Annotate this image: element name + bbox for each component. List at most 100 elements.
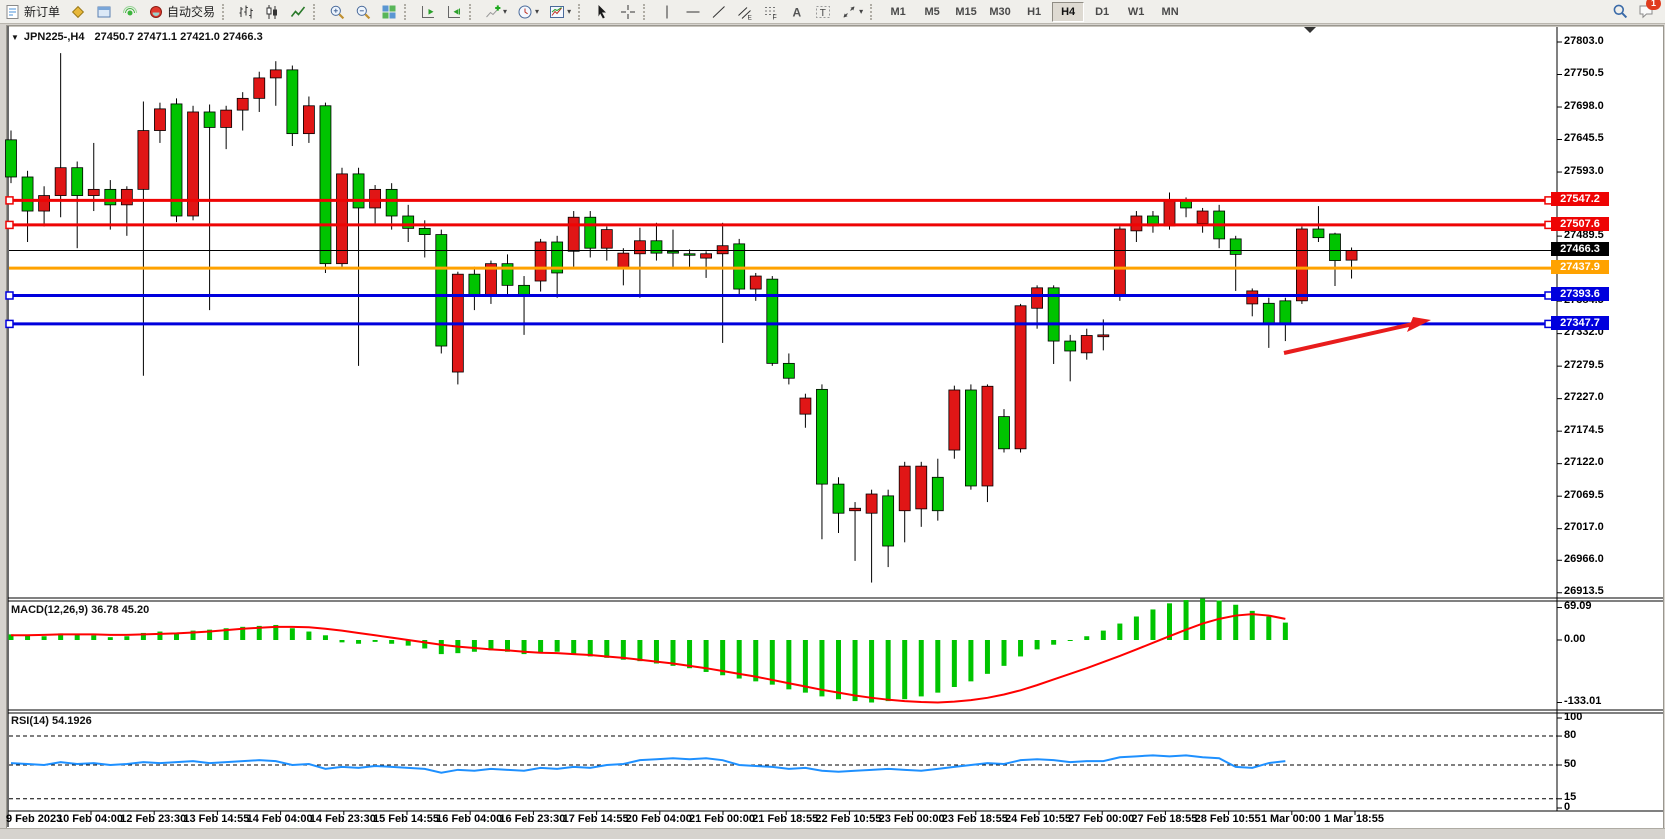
line-chart-button[interactable]	[286, 1, 310, 23]
timeframe-button-m1[interactable]: M1	[890, 5, 906, 18]
autotrading-button[interactable]: 自动交易	[144, 1, 219, 23]
candle-body	[634, 240, 646, 255]
candle-body	[269, 69, 282, 79]
macd-histogram-bar	[1167, 603, 1172, 640]
timeframe-button-h1[interactable]: H1	[1027, 5, 1042, 18]
level-endpoint	[5, 196, 14, 205]
macd-histogram-bar	[41, 636, 47, 640]
toolbar-separator	[222, 3, 231, 20]
macd-histogram-bar	[1266, 616, 1272, 640]
toolbar-group-draw: E F A T ▾	[654, 1, 868, 23]
macd-histogram-bar	[769, 640, 775, 685]
candle-body	[54, 167, 67, 196]
macd-histogram-bar	[339, 640, 345, 643]
horizontal-line-icon	[686, 11, 700, 12]
macd-histogram-bar	[604, 640, 610, 658]
text-label-button[interactable]: T	[811, 1, 835, 23]
level-endpoint	[1544, 196, 1553, 205]
candle-body	[220, 109, 233, 128]
macd-histogram-bar	[836, 640, 841, 700]
search-button[interactable]	[1608, 0, 1632, 22]
fibonacci-button[interactable]: F	[759, 1, 783, 23]
timeframe-button-mn[interactable]: MN	[1161, 5, 1179, 18]
candle-body	[600, 229, 613, 249]
zoom-in-button[interactable]	[325, 1, 349, 23]
candle-body	[1196, 210, 1209, 224]
chevron-down-icon[interactable]: ▾	[859, 7, 864, 16]
trendline-button[interactable]	[707, 1, 731, 23]
symbol-menu-icon[interactable]: ▼	[11, 32, 19, 42]
toolbar-separator	[404, 3, 413, 20]
crosshair-button[interactable]	[616, 1, 640, 23]
chart-title[interactable]: ▼ JPN225-,H4 27450.7 27471.1 27421.0 274…	[11, 31, 263, 43]
text-button[interactable]: A	[785, 1, 809, 23]
macd-histogram-bar	[885, 640, 891, 702]
chat-button[interactable]: 1	[1634, 0, 1661, 22]
data-window-button[interactable]	[92, 1, 116, 23]
market-watch-icon	[71, 5, 85, 18]
timeframe-button-m30[interactable]: M30	[989, 5, 1011, 18]
tile-windows-button[interactable]	[377, 1, 401, 23]
chevron-down-icon[interactable]: ▾	[535, 7, 540, 16]
candle-body	[749, 275, 762, 290]
level-endpoint	[1544, 319, 1553, 329]
candlestick-button[interactable]	[260, 1, 284, 23]
notification-badge: 1	[1646, 0, 1661, 10]
toolbar-group-arrange	[415, 1, 467, 23]
toolbar-separator	[469, 3, 478, 20]
candle-body	[402, 215, 415, 229]
zoom-out-button[interactable]	[351, 1, 375, 23]
bar-chart-button[interactable]	[234, 1, 258, 23]
timeframe-button-h4[interactable]: H4	[1052, 1, 1085, 22]
candle-body	[1163, 200, 1176, 227]
macd-histogram-bar	[58, 633, 64, 640]
vertical-line-button[interactable]	[655, 1, 679, 23]
text-label-icon: T	[816, 5, 831, 19]
chart-shift-button[interactable]	[442, 1, 466, 23]
equidistant-channel-button[interactable]: E	[733, 1, 757, 23]
new-order-icon	[6, 4, 19, 19]
candle-body	[137, 130, 150, 190]
candle-body	[915, 465, 928, 510]
timeframe-button-m15[interactable]: M15	[955, 5, 977, 18]
macd-histogram-bar	[1282, 622, 1288, 640]
chevron-down-icon[interactable]: ▾	[567, 7, 572, 16]
shapes-button[interactable]: ▾	[837, 1, 867, 23]
macd-histogram-bar	[968, 640, 974, 682]
auto-scroll-button[interactable]	[416, 1, 440, 23]
candle-body	[71, 167, 84, 196]
candle-body	[816, 388, 828, 485]
macd-histogram-bar	[852, 640, 858, 702]
market-watch-button[interactable]	[66, 1, 90, 23]
macd-histogram-bar	[207, 629, 213, 640]
candle-body	[286, 69, 299, 135]
toolbar-group-timeframes: M1 M5 M15 M30 H1 H4 D1 W1 MN	[881, 1, 1187, 23]
timeframe-button-m5[interactable]: M5	[924, 5, 940, 18]
toolbar-separator	[870, 3, 879, 20]
macd-histogram-bar	[1150, 609, 1156, 640]
templates-button[interactable]: ▾	[545, 1, 575, 23]
candle-body	[435, 234, 448, 347]
macd-histogram-bar	[405, 640, 411, 646]
timeframe-button-w1[interactable]: W1	[1127, 5, 1145, 18]
candle-body	[170, 103, 183, 217]
periods-button[interactable]: ▾	[513, 1, 543, 23]
annotation-arrow-shaft	[1283, 322, 1414, 355]
macd-histogram-bar	[703, 640, 709, 672]
candle-body	[948, 389, 961, 451]
add-indicator-button[interactable]: ▾	[481, 1, 511, 23]
navigator-button[interactable]	[118, 1, 142, 23]
candle-body	[567, 216, 580, 252]
macd-histogram-bar	[1200, 598, 1206, 640]
cursor-button[interactable]	[590, 1, 614, 23]
macd-histogram-bar	[1249, 610, 1255, 640]
candle-body	[385, 188, 398, 217]
macd-histogram-bar	[322, 635, 328, 640]
horizontal-line-button[interactable]	[681, 1, 705, 23]
chevron-down-icon[interactable]: ▾	[503, 7, 508, 16]
timeframe-button-d1[interactable]: D1	[1095, 5, 1110, 18]
new-order-button[interactable]: 新订单	[1, 1, 64, 23]
macd-histogram-bar	[372, 640, 378, 642]
